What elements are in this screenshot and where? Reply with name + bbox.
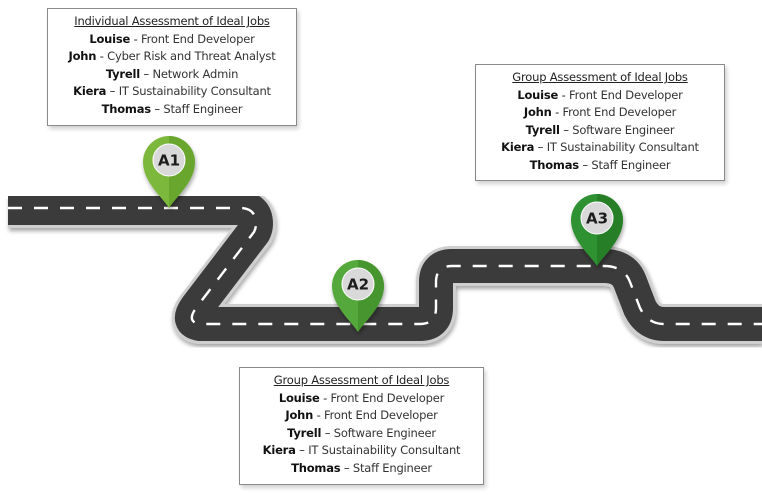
pin-a3-label: A3 [586,210,608,228]
list-item: John - Front End Developer [246,407,477,425]
separator: - [313,408,325,423]
person-name: Kiera [73,84,107,99]
separator: - [130,31,142,46]
pin-a1-label: A1 [158,152,180,170]
job-role: Front End Developer [330,390,445,405]
job-role: Network Admin [152,66,239,81]
separator: - [319,390,331,405]
separator: – [559,122,573,137]
list-item: Kiera – IT Sustainability Consultant [246,442,477,460]
separator: – [139,66,153,81]
job-role: Staff Engineer [352,460,432,475]
separator: – [106,84,119,99]
note-title: Individual Assessment of Ideal Jobs [74,14,270,28]
pin-a2[interactable]: A2 [332,260,384,332]
list-item: Kiera – IT Sustainability Consultant [482,139,718,157]
separator: – [150,101,164,116]
note-group-assessment-a2: Group Assessment of Ideal Jobs Louise - … [239,367,484,485]
separator: - [96,49,108,64]
list-item: Louise - Front End Developer [246,390,477,408]
separator: – [534,140,547,155]
person-name: Louise [278,390,320,405]
person-name: Louise [517,87,559,102]
job-role: Software Engineer [572,122,675,137]
separator: – [340,460,353,475]
list-item: Thomas – Staff Engineer [246,460,477,478]
note-group-assessment-a3: Group Assessment of Ideal Jobs Louise - … [475,64,725,181]
job-role: IT Sustainability Consultant [308,443,461,458]
pin-a1[interactable]: A1 [143,136,195,208]
list-item: Thomas – Staff Engineer [482,157,718,175]
list-item: Kiera – IT Sustainability Consultant [54,83,290,101]
list-item: Tyrell – Network Admin [54,66,290,84]
job-role: Front End Developer [569,87,683,102]
list-item: Louise - Front End Developer [482,87,718,105]
person-name: Tyrell [525,122,560,137]
list-item: John - Front End Developer [482,104,718,122]
job-role: IT Sustainability Consultant [118,84,271,99]
person-name: John [523,105,552,120]
separator: – [578,157,592,172]
person-name: Kiera [501,140,535,155]
list-item: Louise - Front End Developer [54,31,290,49]
job-role: Staff Engineer [163,101,243,116]
list-item: Thomas – Staff Engineer [54,101,290,119]
note-title: Group Assessment of Ideal Jobs [273,373,450,387]
road [8,188,762,344]
note-title: Group Assessment of Ideal Jobs [512,70,688,84]
job-role: IT Sustainability Consultant [546,140,699,155]
person-name: Thomas [291,460,341,475]
person-name: Tyrell [287,425,322,440]
job-role: Staff Engineer [591,157,671,172]
job-role: Software Engineer [333,425,436,440]
person-name: Tyrell [105,66,140,81]
job-role: Front End Developer [141,31,255,46]
job-role: Cyber Risk and Threat Analyst [107,49,276,64]
person-name: Thomas [101,101,152,116]
separator: – [321,425,334,440]
pin-a2-label: A2 [347,276,369,294]
person-name: Kiera [262,443,296,458]
separator: – [295,443,309,458]
pin-a3[interactable]: A3 [571,194,623,266]
list-item: Tyrell – Software Engineer [482,122,718,140]
note-individual-assessment: Individual Assessment of Ideal Jobs Loui… [47,8,297,126]
person-name: Thomas [529,157,580,172]
separator: - [558,87,570,102]
list-item: John - Cyber Risk and Threat Analyst [54,48,290,66]
job-role: Front End Developer [324,408,438,423]
job-role: Front End Developer [562,105,677,120]
person-name: Louise [89,31,131,46]
separator: - [551,105,563,120]
list-item: Tyrell – Software Engineer [246,425,477,443]
person-name: John [285,408,314,423]
person-name: John [68,49,97,64]
